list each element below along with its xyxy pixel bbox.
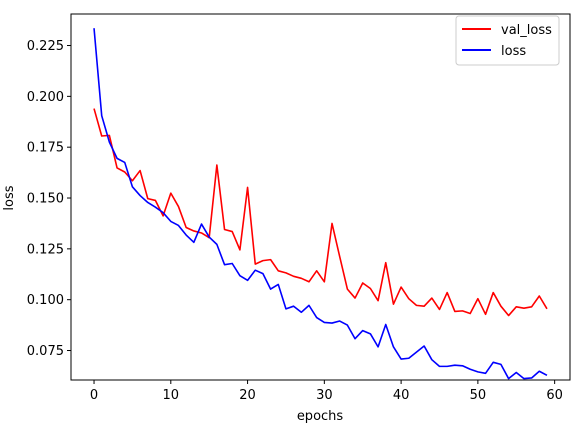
y-tick-label: 0.100	[27, 293, 64, 308]
legend-label-loss: loss	[501, 44, 526, 59]
x-tick-label: 30	[316, 388, 333, 403]
y-axis-label: loss	[2, 185, 17, 210]
y-tick-label: 0.225	[27, 39, 64, 54]
x-tick-label: 0	[90, 388, 98, 403]
y-tick-label: 0.150	[27, 192, 64, 207]
x-tick-label: 20	[239, 388, 256, 403]
x-axis-ticks: 0 10 20 30 40 50 60	[90, 380, 563, 403]
series-line-val-loss	[93, 108, 548, 317]
legend: val_loss loss	[455, 15, 560, 66]
x-axis-label: epochs	[297, 409, 344, 424]
y-tick-label: 0.125	[27, 242, 64, 257]
x-tick-label: 40	[393, 388, 410, 403]
x-tick-label: 60	[546, 388, 563, 403]
legend-label-val-loss: val_loss	[501, 23, 552, 38]
x-tick-label: 50	[470, 388, 487, 403]
series-line-loss	[93, 28, 548, 380]
y-tick-label: 0.200	[27, 90, 64, 105]
plot-area	[70, 13, 571, 381]
axes-frame	[70, 13, 571, 381]
x-tick-label: 10	[163, 388, 180, 403]
y-axis-ticks: 0.075 0.100 0.125 0.150 0.175 0.200 0.225	[27, 39, 71, 359]
y-tick-label: 0.175	[27, 141, 64, 156]
y-tick-label: 0.075	[27, 344, 64, 359]
